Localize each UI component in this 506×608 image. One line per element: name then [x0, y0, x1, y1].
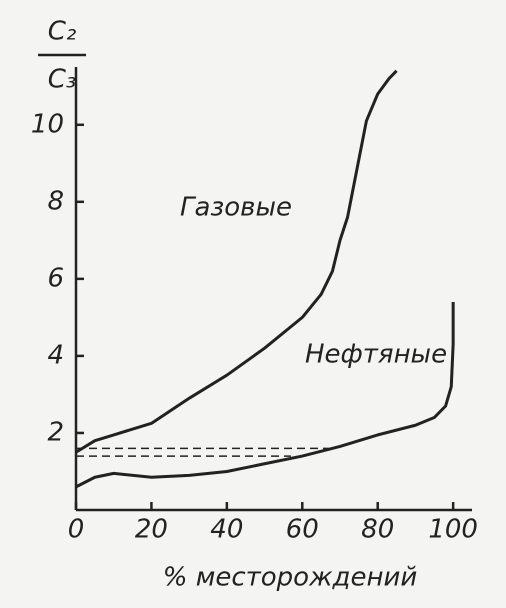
x-tick-label: 40 [210, 515, 243, 545]
x-tick-label: 80 [361, 515, 394, 545]
y-tick-label: 6 [47, 263, 64, 293]
x-tick-label: 100 [428, 515, 478, 545]
y-tick-label: 2 [47, 417, 64, 447]
line [75, 69, 398, 454]
x-tick-label: 20 [135, 515, 168, 545]
y-tick-label: 8 [47, 186, 64, 216]
y-tick-label: 10 [31, 109, 64, 139]
x-axis-label: % месторождений [163, 563, 418, 593]
y-label-denominator: C₃ [48, 65, 77, 95]
y-label-numerator: C₂ [48, 17, 77, 47]
series-label: Нефтяные [305, 340, 447, 370]
y-tick-label: 4 [47, 340, 64, 370]
line [75, 301, 455, 489]
x-tick-label: 0 [68, 515, 85, 545]
x-tick-label: 60 [286, 515, 319, 545]
series-label: Газовые [180, 193, 292, 223]
